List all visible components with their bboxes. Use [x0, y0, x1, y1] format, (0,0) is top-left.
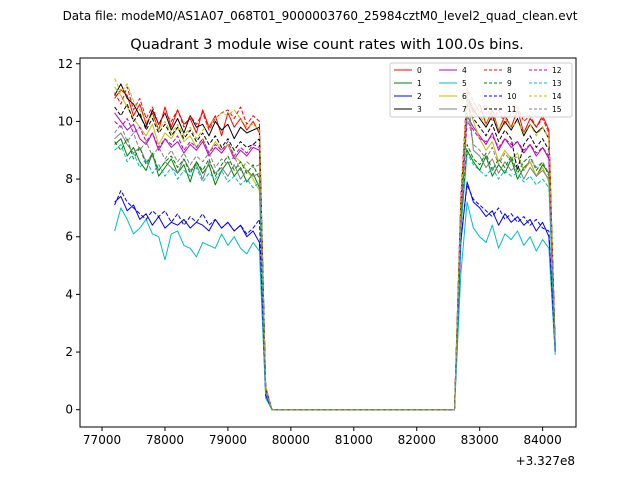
- x-offset-label: +3.327e8: [516, 454, 575, 468]
- legend-label-1: 1: [417, 79, 422, 88]
- y-tick-label: 12: [58, 57, 73, 71]
- x-tick-label: 81000: [335, 433, 373, 447]
- x-tick-label: 79000: [209, 433, 247, 447]
- legend-label-7: 7: [462, 105, 467, 114]
- legend-label-11: 11: [507, 105, 517, 114]
- x-tick-label: 83000: [461, 433, 499, 447]
- y-tick-label: 8: [65, 172, 73, 186]
- legend-frame: [389, 62, 573, 118]
- legend-label-10: 10: [507, 92, 517, 101]
- legend-label-3: 3: [417, 105, 422, 114]
- y-tick-label: 0: [65, 403, 73, 417]
- series-line-9: [114, 138, 556, 411]
- x-tick-label: 82000: [398, 433, 436, 447]
- legend-label-9: 9: [507, 79, 512, 88]
- series-line-11: [114, 103, 556, 411]
- x-tick-label: 77000: [83, 433, 121, 447]
- x-tick-label: 80000: [272, 433, 310, 447]
- y-tick-label: 10: [58, 114, 73, 128]
- series-line-14: [114, 77, 556, 411]
- series-line-4: [114, 112, 556, 411]
- plot-area: [114, 77, 556, 411]
- y-tick-label: 6: [65, 230, 73, 244]
- x-tick-label: 84000: [524, 433, 562, 447]
- legend-label-8: 8: [507, 66, 512, 75]
- chart-title: Quadrant 3 module wise count rates with …: [130, 37, 524, 53]
- series-line-15: [114, 112, 556, 411]
- legend-label-6: 6: [462, 92, 467, 101]
- series-line-10: [114, 184, 556, 411]
- series-line-2: [114, 181, 556, 411]
- series-line-1: [114, 138, 556, 411]
- legend-label-12: 12: [552, 66, 562, 75]
- series-line-0: [114, 89, 556, 411]
- y-tick-label: 2: [65, 345, 73, 359]
- legend-label-0: 0: [417, 66, 422, 75]
- legend-label-5: 5: [462, 79, 467, 88]
- series-line-13: [114, 144, 556, 411]
- y-tick-label: 4: [65, 287, 73, 301]
- series-line-5: [114, 201, 556, 411]
- chart-suptitle: Data file: modeM0/AS1A07_068T01_90000037…: [63, 9, 578, 23]
- legend-label-2: 2: [417, 92, 422, 101]
- legend-label-15: 15: [552, 105, 562, 114]
- legend-label-4: 4: [462, 66, 467, 75]
- axes-frame: [79, 57, 577, 428]
- legend-label-13: 13: [552, 79, 562, 88]
- series-line-6: [114, 86, 556, 411]
- axes: 77000 78000 79000 80000 81000 82000 83000 84000…: [58, 57, 577, 447]
- legend-label-14: 14: [552, 92, 562, 101]
- x-tick-label: 78000: [146, 433, 184, 447]
